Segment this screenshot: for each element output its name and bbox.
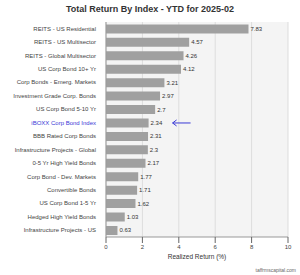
svg-text:Investment Grade Corp. Bonds: Investment Grade Corp. Bonds	[13, 93, 96, 99]
svg-text:Realized Return (%): Realized Return (%)	[168, 253, 227, 261]
svg-text:2.7: 2.7	[157, 107, 166, 113]
svg-text:1.71: 1.71	[139, 187, 151, 193]
svg-text:2.97: 2.97	[162, 93, 174, 99]
svg-text:7.83: 7.83	[251, 26, 263, 32]
svg-text:2.3: 2.3	[150, 147, 159, 153]
html-text:taffrmscapital.com: taffrmscapital.com	[255, 267, 296, 273]
svg-text:2.31: 2.31	[150, 133, 162, 139]
svg-text:0-5 Yr High Yield Bonds: 0-5 Yr High Yield Bonds	[32, 160, 96, 166]
svg-text:US Corp Bond 1-5 Yr: US Corp Bond 1-5 Yr	[39, 200, 96, 206]
svg-text:Infrastructure Projects - US: Infrastructure Projects - US	[24, 227, 96, 233]
svg-text:0: 0	[104, 244, 108, 250]
svg-text:Convertible Bonds: Convertible Bonds	[47, 187, 96, 193]
svg-text:1.62: 1.62	[137, 201, 149, 207]
svg-text:4: 4	[177, 244, 181, 250]
svg-text:6: 6	[214, 244, 218, 250]
svg-text:0.63: 0.63	[119, 227, 131, 233]
svg-text:Corp Bond - Dev. Markets: Corp Bond - Dev. Markets	[27, 174, 96, 180]
svg-text:REITS - Global Multisector: REITS - Global Multisector	[25, 53, 96, 59]
svg-text:10: 10	[285, 244, 292, 250]
svg-text:4.57: 4.57	[191, 39, 203, 45]
svg-text:iBOXX Corp Bond Index: iBOXX Corp Bond Index	[31, 120, 96, 126]
svg-text:US Corp Bond 5-10 Yr: US Corp Bond 5-10 Yr	[36, 106, 96, 112]
html-text:Total Return By Index - YTD fo: Total Return By Index - YTD for 2025-02	[65, 4, 235, 14]
svg-text:2.17: 2.17	[147, 160, 159, 166]
svg-text:Infrastructure Projects - Glob: Infrastructure Projects - Global	[15, 147, 96, 153]
svg-text:REITS - US Residential: REITS - US Residential	[33, 26, 96, 32]
svg-text:1.03: 1.03	[127, 214, 139, 220]
svg-text:4.12: 4.12	[183, 66, 195, 72]
svg-text:2.34: 2.34	[151, 120, 163, 126]
svg-text:8: 8	[250, 244, 254, 250]
svg-text:4.26: 4.26	[186, 53, 198, 59]
svg-text:Corp Bonds - Emerg. Markets: Corp Bonds - Emerg. Markets	[17, 79, 96, 85]
svg-text:2: 2	[141, 244, 145, 250]
svg-text:1.77: 1.77	[140, 174, 152, 180]
svg-text:Hedged High Yield Bonds: Hedged High Yield Bonds	[28, 214, 96, 220]
svg-text:REITS - US Multisector: REITS - US Multisector	[34, 39, 96, 45]
svg-text:3.21: 3.21	[166, 80, 178, 86]
svg-text:US Corp Bond 10+ Yr: US Corp Bond 10+ Yr	[38, 66, 96, 72]
svg-text:BBB Rated Corp Bonds: BBB Rated Corp Bonds	[33, 133, 96, 139]
